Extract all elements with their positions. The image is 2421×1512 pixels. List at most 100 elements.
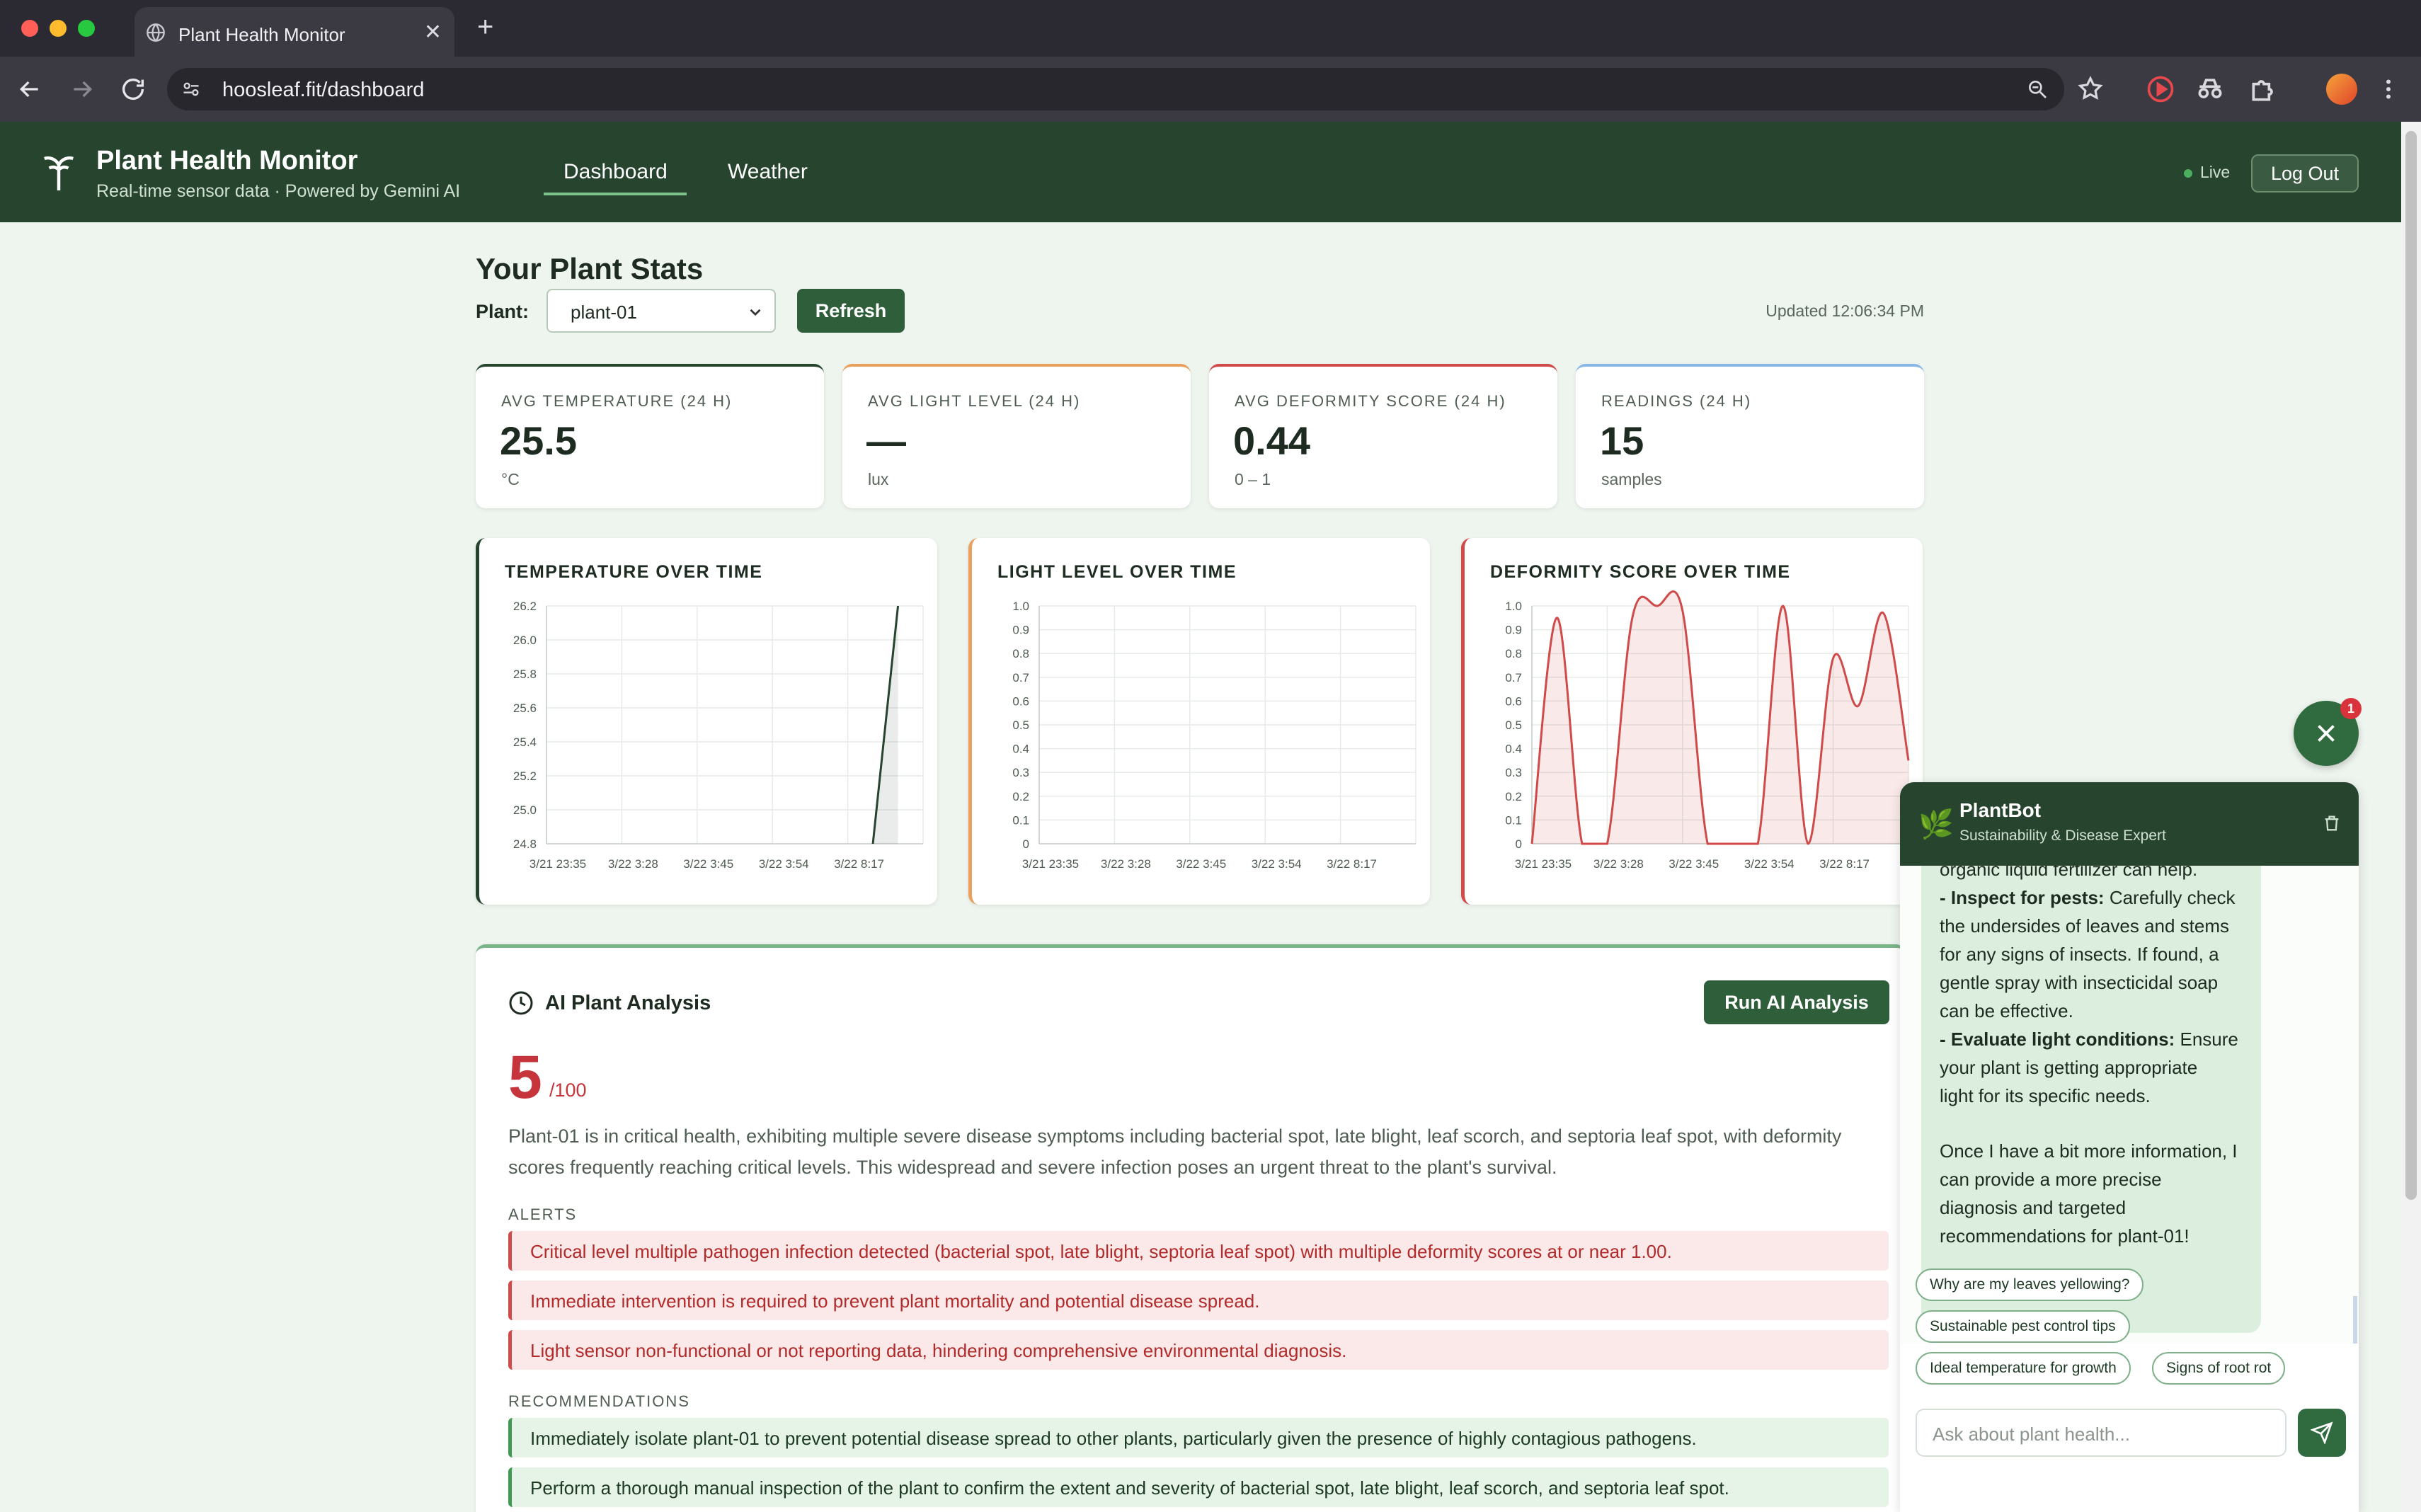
browser-tab-strip: Plant Health Monitor ✕ + — [0, 0, 2421, 57]
stat-value: 25.5 — [500, 418, 577, 463]
x-tick-label: 3/22 3:28 — [608, 857, 658, 871]
series-line — [1530, 590, 1910, 845]
y-tick-label: 0.6 — [1505, 694, 1522, 708]
chat-input[interactable]: Ask about plant health... — [1916, 1409, 2286, 1457]
stat-label: AVG TEMPERATURE (24 H) — [501, 392, 733, 410]
url-text[interactable]: hoosleaf.fit/dashboard — [222, 79, 425, 101]
stat-unit: lux — [868, 470, 889, 488]
send-button[interactable] — [2298, 1409, 2346, 1457]
refresh-button[interactable]: Refresh — [797, 289, 905, 333]
profile-avatar[interactable] — [2326, 74, 2357, 105]
back-icon[interactable] — [16, 75, 44, 103]
light-chart: 1.0 0.9 0.8 0.7 0.6 0.5 0.4 0.3 0.2 0.1 0 3/21 23:3… — [1012, 600, 1416, 871]
message-line: - Evaluate light conditions: Ensure — [1940, 1029, 2238, 1050]
notification-badge: 1 — [2340, 698, 2362, 719]
y-tick-label: 0.2 — [1012, 790, 1029, 803]
message-line: - Inspect for pests: Carefully check — [1940, 887, 2236, 909]
suggestion-chip[interactable]: Signs of root rot — [2152, 1352, 2286, 1385]
x-tick-label: 3/22 3:54 — [1744, 857, 1795, 871]
suggestion-chip[interactable]: Ideal temperature for growth — [1916, 1352, 2131, 1385]
health-score: 5 — [508, 1043, 542, 1111]
plant-select[interactable]: plant-01 — [546, 289, 776, 333]
app-title: Plant Health Monitor — [96, 146, 358, 176]
alert-text: Light sensor non-functional or not repor… — [530, 1340, 1347, 1361]
chart-card-temperature: TEMPERATURE OVER TIME 26.2 26.0 25.8 25.6 25… — [476, 538, 937, 905]
new-tab-button[interactable]: + — [477, 11, 494, 42]
message-bold: - Inspect for pests: — [1940, 887, 2105, 908]
suggestion-chip[interactable]: Why are my leaves yellowing? — [1916, 1268, 2144, 1301]
y-tick-label: 0.3 — [1505, 766, 1522, 779]
y-tick-label: 0.8 — [1505, 647, 1522, 660]
health-score-max: /100 — [549, 1079, 587, 1101]
alert-item: Critical level multiple pathogen infecti… — [508, 1231, 1889, 1271]
forward-icon[interactable] — [68, 75, 96, 103]
page-title: Your Plant Stats — [476, 252, 704, 285]
bookmark-star-icon[interactable] — [2077, 75, 2104, 102]
stat-card-readings: READINGS (24 H) 15 samples — [1576, 364, 1924, 508]
run-ai-analysis-button[interactable]: Run AI Analysis — [1704, 980, 1889, 1024]
y-tick-label: 0.7 — [1505, 671, 1522, 685]
nav-tab-dashboard[interactable]: Dashboard — [563, 160, 668, 183]
y-tick-label: 25.0 — [513, 803, 537, 817]
browser-tab[interactable]: Plant Health Monitor ✕ — [134, 7, 454, 57]
more-menu-icon[interactable] — [2376, 74, 2401, 105]
stat-label: READINGS (24 H) — [1601, 392, 1752, 410]
chat-panel: 🌿 PlantBot Sustainability & Disease Expe… — [1900, 782, 2359, 1512]
x-tick-label: 3/22 3:54 — [1252, 857, 1302, 871]
window-minimize-button[interactable] — [50, 20, 67, 37]
stat-card-deformity: AVG DEFORMITY SCORE (24 H) 0.44 0 – 1 — [1209, 364, 1557, 508]
stat-value: — — [866, 418, 906, 463]
chat-scrollbar[interactable] — [2353, 1296, 2357, 1344]
x-tick-label: 3/21 23:35 — [1515, 857, 1572, 871]
message-text: Ensure — [2175, 1029, 2238, 1050]
page-scrollbar-thumb[interactable] — [2405, 131, 2417, 1200]
chat-toggle-button[interactable]: 1 — [2294, 698, 2362, 766]
y-tick-label: 0.5 — [1012, 718, 1029, 732]
message-line: your plant is getting appropriate — [1940, 1057, 2198, 1078]
stat-card-temperature: AVG TEMPERATURE (24 H) 25.5 °C — [476, 364, 824, 508]
recommendation-text: Perform a thorough manual inspection of … — [530, 1477, 1729, 1499]
chat-messages[interactable]: organic liquid fertilizer can help. - In… — [1900, 866, 2359, 1344]
chat-bot-name: PlantBot — [1959, 799, 2042, 821]
chart-title: DEFORMITY SCORE OVER TIME — [1490, 562, 1791, 582]
x-tick-label: 3/22 8:17 — [1819, 857, 1870, 871]
tab-close-icon[interactable]: ✕ — [423, 21, 442, 44]
updated-timestamp: Updated 12:06:34 PM — [1765, 302, 1924, 320]
plant-logo-icon — [44, 156, 74, 190]
address-bar[interactable]: hoosleaf.fit/dashboard — [167, 68, 2064, 110]
extensions-puzzle-icon[interactable] — [2248, 74, 2279, 105]
ai-analysis-title: AI Plant Analysis — [545, 992, 711, 1014]
y-tick-label: 0.9 — [1505, 624, 1522, 637]
extension-record-icon[interactable] — [2145, 74, 2176, 105]
reload-icon[interactable] — [119, 75, 147, 103]
leaf-icon: 🌿 — [1918, 809, 1954, 840]
globe-icon — [147, 23, 165, 42]
y-tick-label: 0.6 — [1012, 694, 1029, 708]
suggestion-chip[interactable]: Sustainable pest control tips — [1916, 1310, 2130, 1343]
y-tick-label: 0.9 — [1012, 624, 1029, 637]
extension-spy-icon[interactable] — [2194, 74, 2226, 105]
live-status-label: Live — [2200, 163, 2231, 181]
close-icon — [2318, 725, 2335, 742]
bot-message: organic liquid fertilizer can help. - In… — [1921, 866, 2261, 1333]
y-tick-label: 0.5 — [1505, 718, 1522, 732]
recommendation-item: Immediately isolate plant-01 to prevent … — [508, 1418, 1889, 1457]
site-settings-icon[interactable] — [181, 79, 201, 99]
logout-button[interactable]: Log Out — [2251, 154, 2359, 193]
deformity-chart: 1.0 0.9 0.8 0.7 0.6 0.5 0.4 0.3 0.2 0.1 0 3/21 23:3… — [1505, 590, 1910, 871]
stat-value: 15 — [1600, 418, 1644, 463]
window-close-button[interactable] — [21, 20, 38, 37]
nav-tab-weather[interactable]: Weather — [728, 160, 808, 183]
ai-analysis-card: AI Plant Analysis Run AI Analysis 5 /100… — [476, 944, 1906, 1512]
chart-card-deformity: DEFORMITY SCORE OVER TIME 1.0 0.9 0.8 0.7 0.… — [1461, 538, 1923, 905]
trash-icon[interactable] — [2322, 813, 2342, 833]
zoom-icon[interactable] — [2026, 78, 2049, 101]
y-tick-label: 0.1 — [1012, 813, 1029, 827]
x-tick-label: 3/22 8:17 — [834, 857, 884, 871]
y-tick-label: 25.2 — [513, 769, 537, 783]
y-tick-label: 26.0 — [513, 634, 537, 647]
clock-icon — [509, 991, 533, 1015]
window-maximize-button[interactable] — [78, 20, 95, 37]
message-line: can be effective. — [1940, 1000, 2073, 1021]
send-icon — [2311, 1421, 2333, 1444]
